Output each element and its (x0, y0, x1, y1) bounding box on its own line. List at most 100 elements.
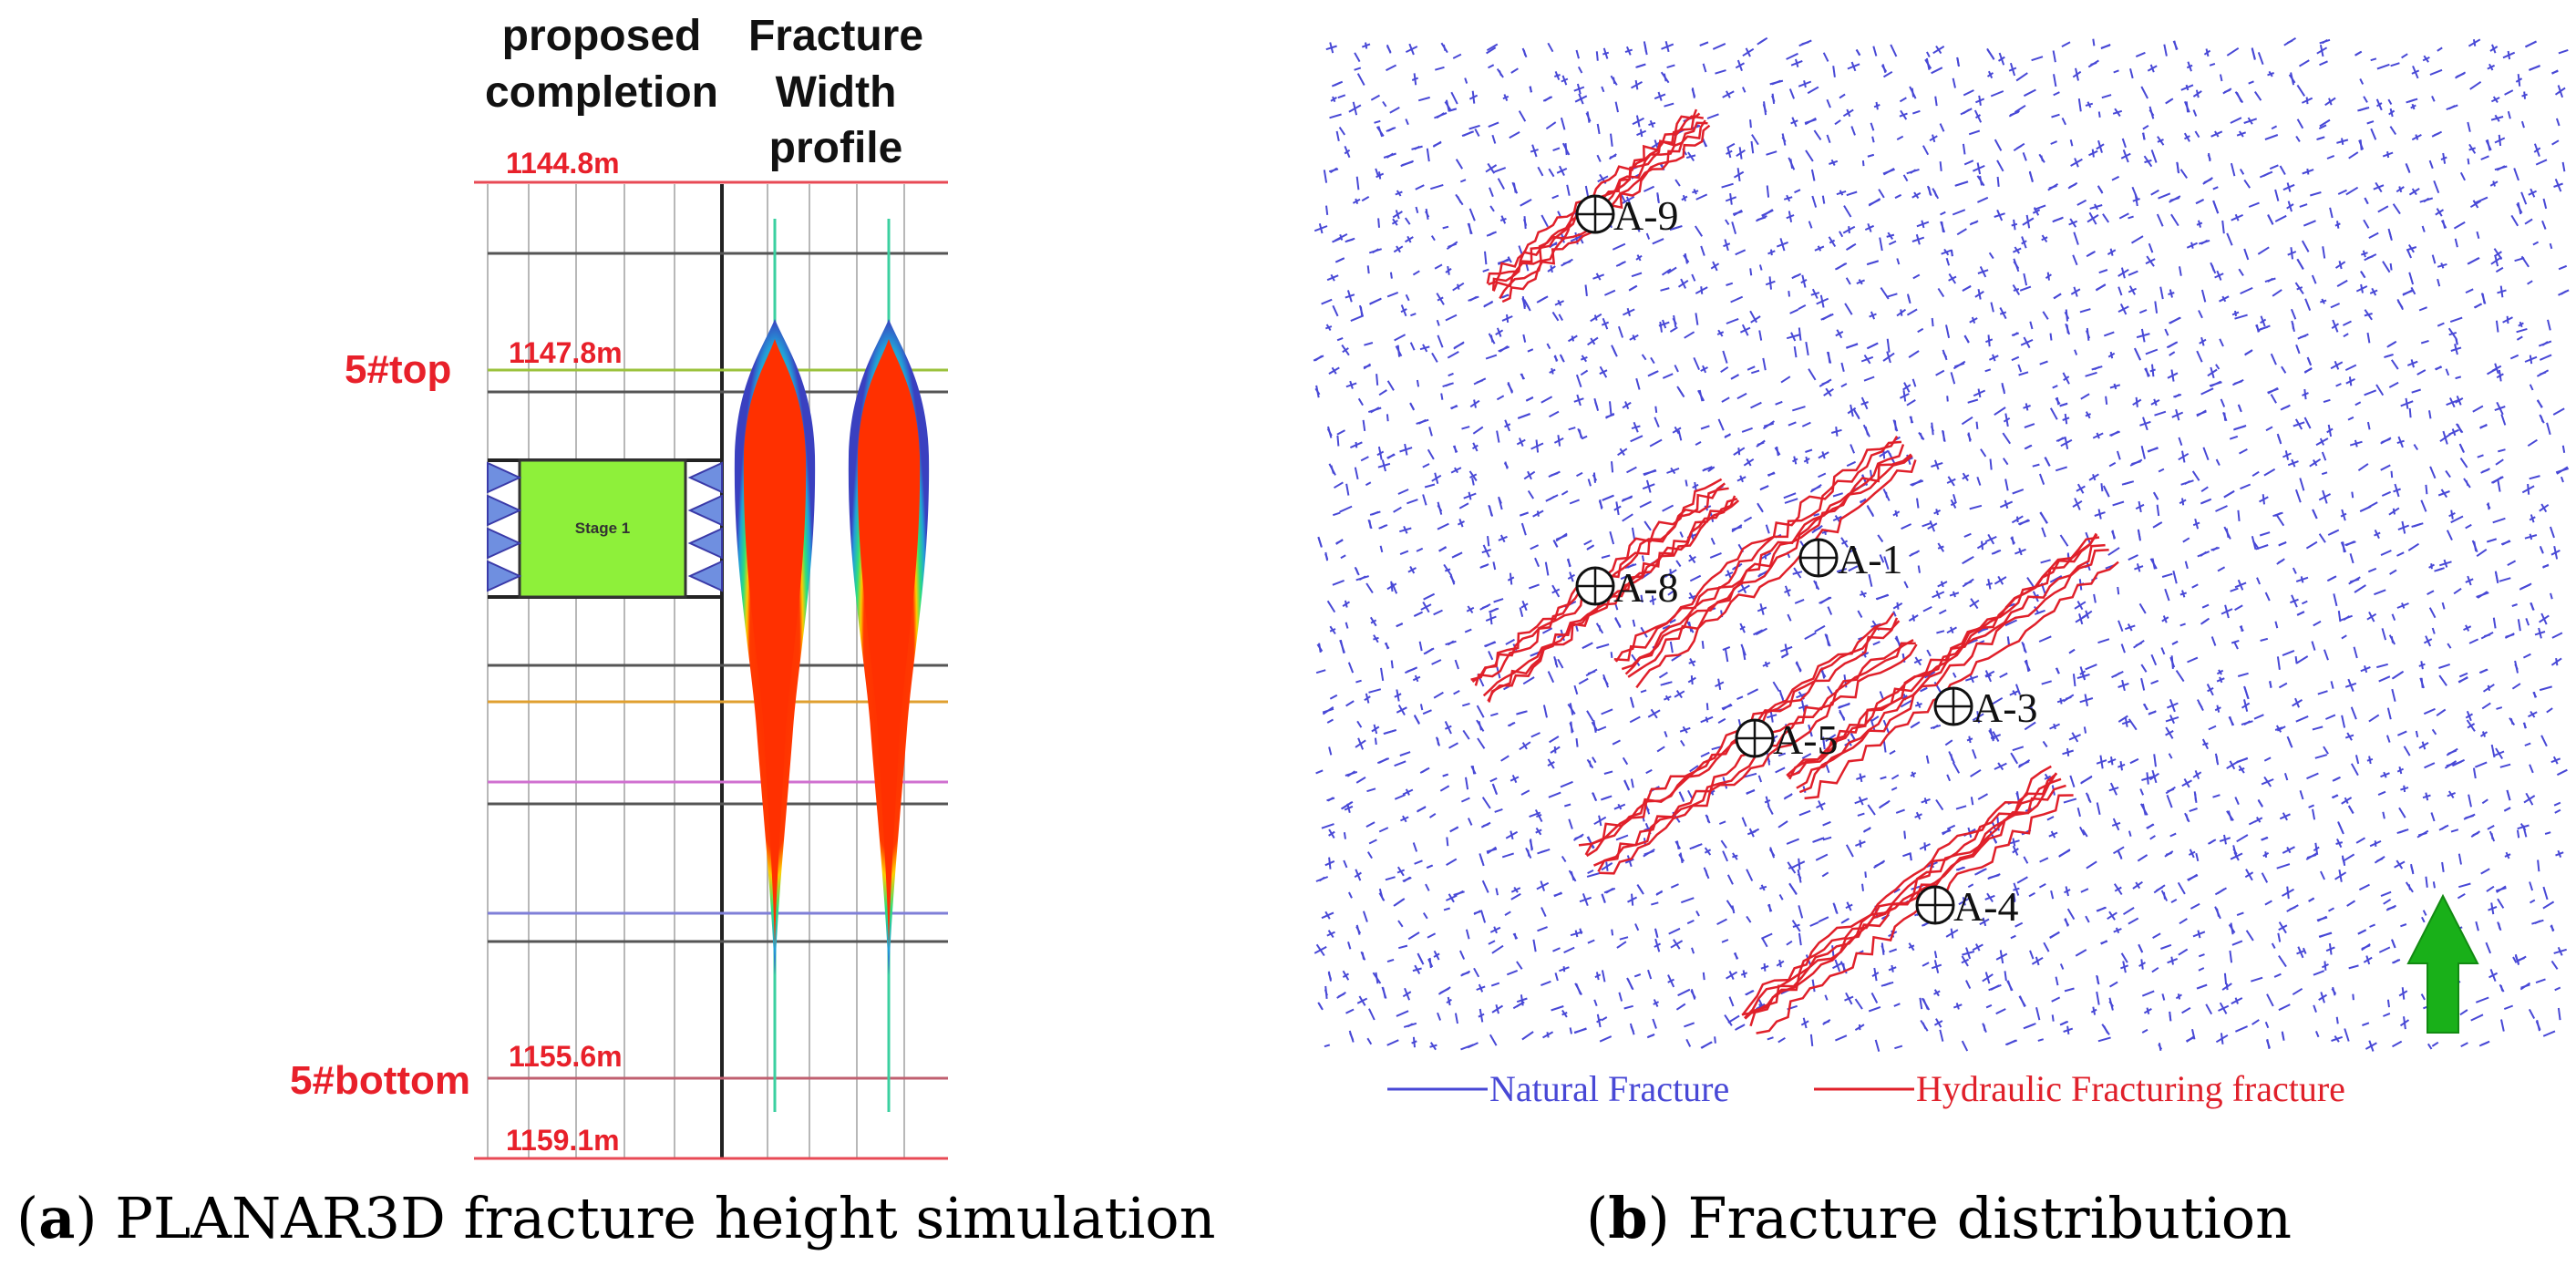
natural-fracture-segment (1551, 584, 1561, 598)
natural-fracture-segment (1554, 300, 1565, 306)
natural-fracture-segment (1567, 334, 1578, 343)
natural-fracture-segment (1967, 883, 1974, 889)
natural-fracture-segment (2537, 859, 2540, 872)
natural-fracture-segment (2455, 338, 2458, 345)
natural-fracture-segment (2421, 225, 2426, 232)
natural-fracture-segment (1984, 972, 1991, 984)
natural-fracture-segment (1493, 598, 1504, 603)
natural-fracture-segment (2096, 283, 2107, 291)
natural-fracture-segment (2082, 828, 2088, 838)
natural-fracture-segment (1739, 475, 1744, 483)
natural-fracture-segment (1527, 849, 1530, 857)
natural-fracture-segment (1661, 268, 1672, 276)
natural-fracture-segment (2141, 803, 2147, 816)
natural-fracture-segment (2311, 641, 2316, 651)
natural-fracture-segment (2478, 1040, 2490, 1047)
natural-fracture-segment (2377, 790, 2386, 797)
natural-fracture-segment (1317, 1002, 1324, 1011)
natural-fracture-segment (1545, 494, 1559, 502)
natural-fracture-segment (2176, 162, 2179, 173)
natural-fracture-segment (1602, 317, 1609, 330)
fracture-profile-1 (734, 219, 816, 1112)
natural-fracture-segment (2192, 109, 2198, 117)
natural-fracture-segment (2038, 473, 2045, 485)
natural-fracture-segment (2085, 371, 2097, 377)
natural-fracture-segment (1498, 535, 1508, 541)
natural-fracture-segment (2175, 670, 2185, 683)
natural-fracture-segment (1561, 75, 1568, 86)
natural-fracture-segment (1548, 791, 1561, 798)
natural-fracture-segment (1522, 334, 1527, 343)
natural-fracture-segment (1605, 412, 1615, 419)
natural-fracture-segment (1836, 329, 1843, 339)
natural-fracture-segment (1832, 515, 1842, 522)
natural-fracture-segment (2206, 684, 2214, 696)
natural-fracture-segment (2023, 405, 2031, 409)
natural-fracture-segment (1592, 792, 1597, 801)
natural-fracture-segment (1811, 485, 1821, 491)
natural-fracture-segment (2354, 401, 2362, 406)
hydraulic-fracture-trace (1743, 772, 2057, 1019)
natural-fracture-segment (1575, 374, 1582, 388)
natural-fracture-segment (1792, 571, 1803, 575)
natural-fracture-segment (1521, 295, 1526, 310)
natural-fracture-segment (2154, 522, 2161, 528)
natural-fracture-segment (1952, 77, 1956, 88)
natural-fracture-segment (2480, 868, 2490, 875)
natural-fracture-segment (2374, 589, 2386, 596)
natural-fracture-segment (1705, 703, 1709, 711)
natural-fracture-segment (1702, 972, 1705, 981)
natural-fracture-segment (1472, 426, 1484, 435)
natural-fracture-segment (1808, 221, 1813, 229)
natural-fracture-segment (2386, 340, 2397, 348)
well-label-a4: A-4 (1953, 883, 2019, 930)
natural-fracture-segment (1629, 1023, 1635, 1035)
natural-fracture-segment (1986, 892, 1994, 903)
natural-fracture-segment (2275, 514, 2285, 527)
natural-fracture-segment (2118, 212, 2129, 220)
natural-fracture-segment (2507, 560, 2517, 566)
natural-fracture-segment (1731, 221, 1737, 234)
natural-fracture-segment (2073, 232, 2079, 245)
natural-fracture-segment (2172, 571, 2178, 584)
natural-fracture-segment (1461, 426, 1470, 430)
natural-fracture-segment (1436, 319, 1440, 326)
natural-fracture-segment (1730, 374, 1739, 380)
natural-fracture-segment (1990, 90, 2004, 98)
natural-fracture-segment (1382, 100, 1387, 108)
natural-fracture-segment (1722, 90, 1735, 98)
natural-fracture-segment (1923, 671, 1936, 679)
natural-fracture-segment (1409, 566, 1416, 574)
natural-fracture-segment (2191, 583, 2199, 589)
natural-fracture-segment (1740, 584, 1747, 594)
natural-fracture-segment (2319, 118, 2331, 128)
natural-fracture-segment (1554, 71, 1561, 80)
natural-fracture-segment (1867, 342, 1879, 349)
natural-fracture-segment (1393, 506, 1402, 513)
natural-fracture-segment (1769, 79, 1784, 86)
natural-fracture-segment (2435, 365, 2443, 371)
natural-fracture-segment (1716, 918, 1727, 925)
natural-fracture-segment (1814, 624, 1826, 633)
natural-fracture-segment (1988, 252, 1994, 260)
natural-fracture-segment (1848, 565, 1859, 572)
natural-fracture-segment (1386, 380, 1395, 391)
natural-fracture-segment (1768, 849, 1776, 857)
natural-fracture-segment (1867, 804, 1876, 816)
natural-fracture-segment (1468, 208, 1476, 221)
natural-fracture-segment (1328, 830, 1335, 837)
natural-fracture-segment (2286, 904, 2299, 912)
natural-fracture-segment (2386, 999, 2390, 1008)
natural-fracture-segment (2380, 550, 2392, 557)
natural-fracture-segment (1574, 930, 1579, 938)
header-profile-line3: profile (769, 124, 903, 172)
natural-fracture-segment (2119, 303, 2128, 315)
natural-fracture-segment (2516, 829, 2520, 839)
natural-fracture-segment (1674, 426, 1680, 435)
natural-fracture-segment (2038, 883, 2046, 889)
natural-fracture-segment (1973, 109, 1983, 123)
natural-fracture-segment (1900, 109, 1908, 120)
natural-fracture-segment (2346, 900, 2356, 907)
natural-fracture-segment (2317, 915, 2327, 922)
natural-fracture-segment (1743, 772, 1757, 778)
